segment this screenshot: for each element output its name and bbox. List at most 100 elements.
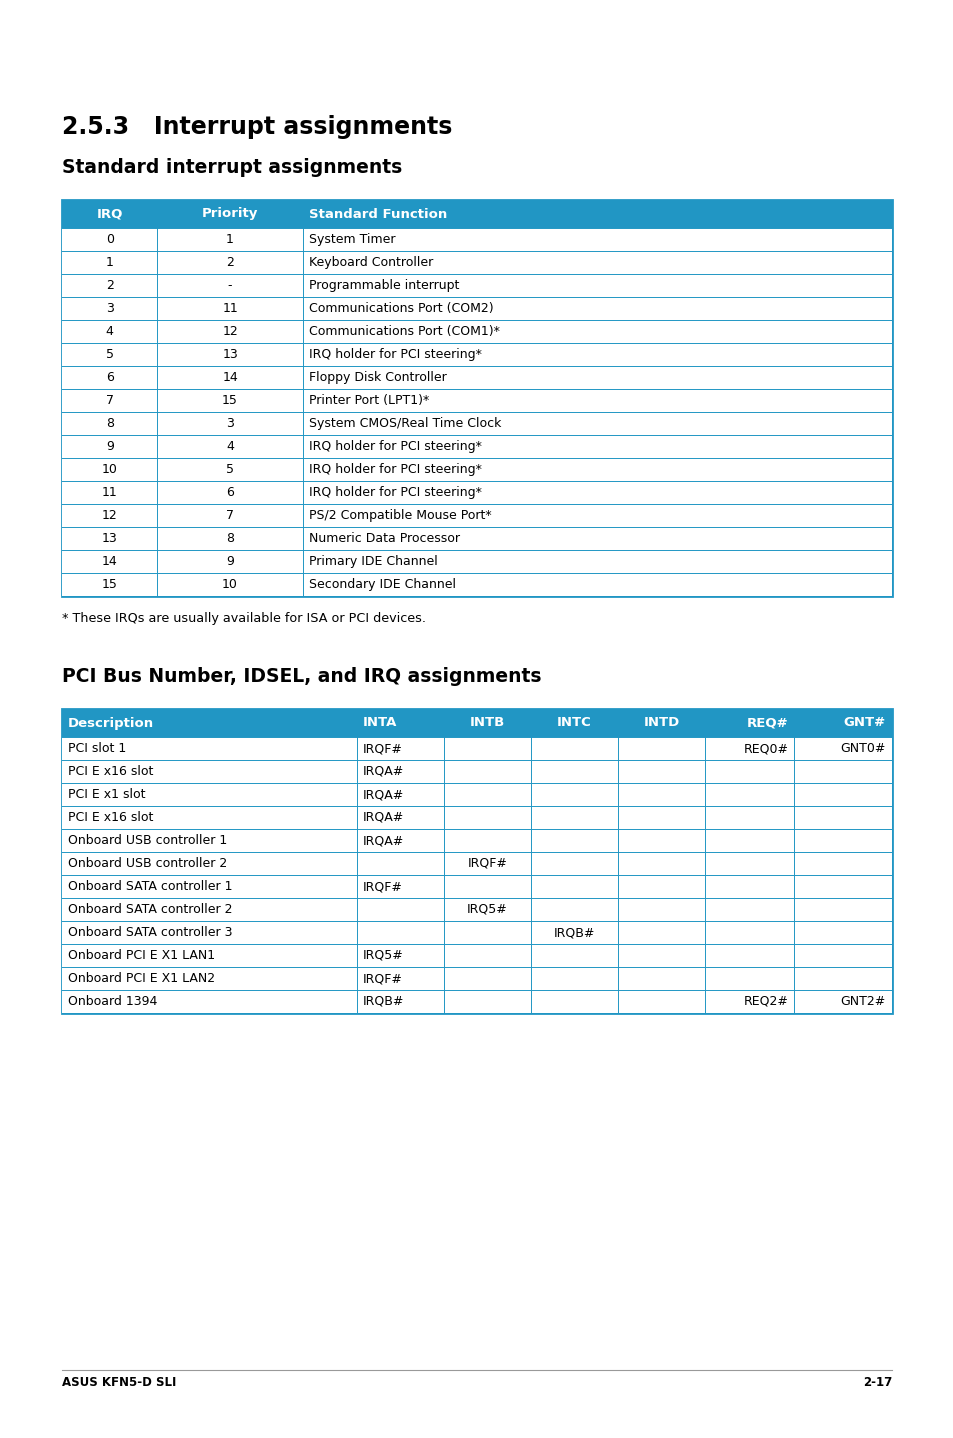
Text: GNT#: GNT# <box>843 716 885 729</box>
Text: Onboard PCI E X1 LAN2: Onboard PCI E X1 LAN2 <box>68 972 214 985</box>
Text: Onboard 1394: Onboard 1394 <box>68 995 157 1008</box>
Text: Programmable interrupt: Programmable interrupt <box>309 279 458 292</box>
Text: PCI E x16 slot: PCI E x16 slot <box>68 811 153 824</box>
Text: Standard interrupt assignments: Standard interrupt assignments <box>62 158 402 177</box>
Text: IRQ5#: IRQ5# <box>362 949 403 962</box>
Text: IRQF#: IRQF# <box>362 742 402 755</box>
Text: ASUS KFN5-D SLI: ASUS KFN5-D SLI <box>62 1376 176 1389</box>
Bar <box>62 943 891 966</box>
Text: 13: 13 <box>102 532 117 545</box>
Text: 12: 12 <box>102 509 117 522</box>
Text: Description: Description <box>68 716 154 729</box>
Text: IRQ: IRQ <box>96 207 123 220</box>
Bar <box>62 828 891 851</box>
Bar <box>62 275 891 298</box>
Text: 7: 7 <box>106 394 113 407</box>
Text: 3: 3 <box>226 417 233 430</box>
Text: Onboard USB controller 2: Onboard USB controller 2 <box>68 857 227 870</box>
Text: IRQA#: IRQA# <box>362 811 403 824</box>
Bar <box>62 229 891 252</box>
Text: Standard Function: Standard Function <box>309 207 447 220</box>
Text: IRQA#: IRQA# <box>362 834 403 847</box>
Text: 1: 1 <box>106 256 113 269</box>
Text: 2: 2 <box>226 256 233 269</box>
Text: Communications Port (COM1)*: Communications Port (COM1)* <box>309 325 499 338</box>
Text: PS/2 Compatible Mouse Port*: PS/2 Compatible Mouse Port* <box>309 509 491 522</box>
Text: INTB: INTB <box>469 716 504 729</box>
Text: 15: 15 <box>222 394 237 407</box>
Bar <box>62 989 891 1012</box>
Text: 5: 5 <box>226 463 233 476</box>
Text: PCI E x16 slot: PCI E x16 slot <box>68 765 153 778</box>
Text: IRQB#: IRQB# <box>362 995 404 1008</box>
Text: 14: 14 <box>102 555 117 568</box>
Bar <box>62 413 891 436</box>
Text: IRQF#: IRQF# <box>362 972 402 985</box>
Text: REQ2#: REQ2# <box>742 995 787 1008</box>
Text: REQ#: REQ# <box>746 716 787 729</box>
Text: 13: 13 <box>222 348 237 361</box>
Bar <box>62 252 891 275</box>
Text: 8: 8 <box>226 532 233 545</box>
Text: 1: 1 <box>226 233 233 246</box>
Text: 11: 11 <box>222 302 237 315</box>
Text: 12: 12 <box>222 325 237 338</box>
Bar <box>62 480 891 503</box>
Text: * These IRQs are usually available for ISA or PCI devices.: * These IRQs are usually available for I… <box>62 613 426 626</box>
Text: IRQ holder for PCI steering*: IRQ holder for PCI steering* <box>309 463 481 476</box>
Text: Priority: Priority <box>202 207 258 220</box>
Bar <box>62 709 891 1012</box>
Text: PCI E x1 slot: PCI E x1 slot <box>68 788 146 801</box>
Text: Floppy Disk Controller: Floppy Disk Controller <box>309 371 446 384</box>
Text: PCI slot 1: PCI slot 1 <box>68 742 126 755</box>
Text: System CMOS/Real Time Clock: System CMOS/Real Time Clock <box>309 417 500 430</box>
Bar <box>62 321 891 344</box>
Bar <box>62 503 891 526</box>
Text: -: - <box>228 279 233 292</box>
Text: 14: 14 <box>222 371 237 384</box>
Text: IRQA#: IRQA# <box>362 788 403 801</box>
Bar <box>62 390 891 413</box>
Text: INTC: INTC <box>557 716 591 729</box>
Text: IRQF#: IRQF# <box>467 857 507 870</box>
Text: 2-17: 2-17 <box>862 1376 891 1389</box>
Bar <box>62 966 891 989</box>
Text: 11: 11 <box>102 486 117 499</box>
Text: Keyboard Controller: Keyboard Controller <box>309 256 433 269</box>
Bar <box>62 807 891 828</box>
Text: 15: 15 <box>102 578 117 591</box>
Text: 6: 6 <box>106 371 113 384</box>
Text: Numeric Data Processor: Numeric Data Processor <box>309 532 459 545</box>
Text: Secondary IDE Channel: Secondary IDE Channel <box>309 578 456 591</box>
Bar <box>62 897 891 920</box>
Text: REQ0#: REQ0# <box>742 742 787 755</box>
Text: 4: 4 <box>226 440 233 453</box>
Text: Onboard USB controller 1: Onboard USB controller 1 <box>68 834 227 847</box>
Text: 3: 3 <box>106 302 113 315</box>
Text: Communications Port (COM2): Communications Port (COM2) <box>309 302 493 315</box>
Text: 0: 0 <box>106 233 113 246</box>
Bar <box>62 298 891 321</box>
Text: Onboard PCI E X1 LAN1: Onboard PCI E X1 LAN1 <box>68 949 214 962</box>
Text: Printer Port (LPT1)*: Printer Port (LPT1)* <box>309 394 429 407</box>
Text: IRQ5#: IRQ5# <box>467 903 507 916</box>
Text: 6: 6 <box>226 486 233 499</box>
Text: GNT2#: GNT2# <box>840 995 885 1008</box>
Bar <box>62 572 891 595</box>
Bar <box>62 784 891 807</box>
Text: 10: 10 <box>222 578 237 591</box>
Text: 8: 8 <box>106 417 113 430</box>
Bar <box>62 738 891 761</box>
Text: 7: 7 <box>226 509 233 522</box>
Bar <box>62 457 891 480</box>
Text: IRQ holder for PCI steering*: IRQ holder for PCI steering* <box>309 486 481 499</box>
Bar <box>62 436 891 457</box>
Bar <box>62 367 891 390</box>
Text: System Timer: System Timer <box>309 233 395 246</box>
Text: Onboard SATA controller 1: Onboard SATA controller 1 <box>68 880 233 893</box>
Text: IRQA#: IRQA# <box>362 765 403 778</box>
Bar <box>62 851 891 874</box>
Text: IRQ holder for PCI steering*: IRQ holder for PCI steering* <box>309 440 481 453</box>
Text: IRQ holder for PCI steering*: IRQ holder for PCI steering* <box>309 348 481 361</box>
Bar <box>62 874 891 897</box>
